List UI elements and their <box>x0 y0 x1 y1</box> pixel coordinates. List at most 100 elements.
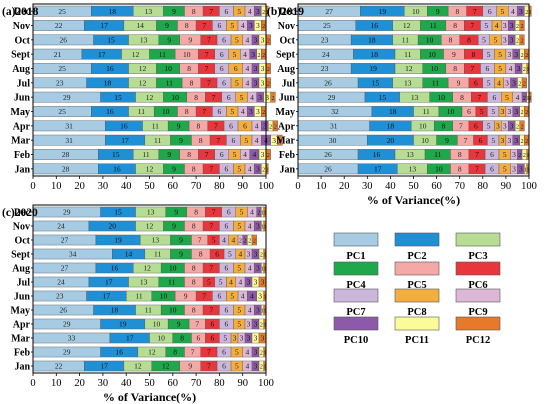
category-label: Sept <box>11 250 31 261</box>
data-label: 2 <box>523 81 526 87</box>
legend-label: PC12 <box>466 335 491 346</box>
data-label: 1 <box>524 167 527 173</box>
bar-segment <box>251 234 257 246</box>
data-label: 2 <box>262 53 265 59</box>
data-label: 3 <box>247 250 251 259</box>
data-label: 8 <box>199 250 203 259</box>
data-label: 11 <box>135 292 142 301</box>
data-label: 3 <box>501 107 505 116</box>
data-label: 8 <box>458 150 462 159</box>
data-label: 5 <box>223 334 227 343</box>
data-label: 3 <box>254 362 258 371</box>
data-label: 6 <box>488 7 492 16</box>
data-label: 25 <box>58 64 66 73</box>
data-label: 1 <box>526 67 529 73</box>
category-label: Oct <box>14 236 30 247</box>
data-label: 6 <box>225 164 229 173</box>
data-label: 16 <box>111 264 119 273</box>
data-label: 3 <box>272 136 276 145</box>
x-axis-label: % of Variance(%) <box>367 193 460 207</box>
data-label: 4 <box>243 150 247 159</box>
category-label: Nov <box>13 21 30 32</box>
data-label: 4 <box>250 93 254 102</box>
data-label: 9 <box>172 7 176 16</box>
data-label: 10 <box>169 264 177 273</box>
x-tick-label: 80 <box>214 181 225 192</box>
data-label: 4 <box>255 136 259 145</box>
legend-swatch <box>455 261 501 276</box>
data-label: 2 <box>258 211 261 217</box>
data-label: 1 <box>261 225 264 231</box>
data-label: 6 <box>225 306 229 315</box>
data-label: 3 <box>254 334 258 343</box>
data-label: 5 <box>230 292 234 301</box>
data-label: 12 <box>139 78 147 87</box>
data-label: 11 <box>154 250 161 259</box>
data-label: 28 <box>62 164 70 173</box>
data-label: 2 <box>523 96 526 102</box>
data-label: 13 <box>152 236 160 245</box>
data-label: 1 <box>261 267 264 273</box>
data-label: 10 <box>412 7 420 16</box>
panel-title: (b)2019 <box>267 6 304 18</box>
category-label: Apr <box>13 320 31 331</box>
data-label: 3 <box>519 164 523 173</box>
data-label: 2 <box>516 124 519 130</box>
data-label: 29 <box>63 208 71 217</box>
data-label: 2 <box>262 24 265 30</box>
data-label: 8 <box>185 21 189 30</box>
legend-label: PC4 <box>346 280 366 291</box>
data-label: 15 <box>372 78 380 87</box>
data-label: 10 <box>431 64 439 73</box>
data-label: 3 <box>510 121 514 130</box>
data-label: 21 <box>54 50 62 59</box>
data-label: 7 <box>195 320 199 329</box>
data-label: 2 <box>262 10 265 16</box>
data-label: 7 <box>475 150 479 159</box>
data-label: 29 <box>328 93 336 102</box>
data-label: 7 <box>207 35 211 44</box>
x-tick-label: 70 <box>454 181 465 192</box>
data-label: 7 <box>209 306 213 315</box>
data-label: 8 <box>442 121 446 130</box>
data-label: 1 <box>526 153 529 159</box>
data-label: 6 <box>220 150 224 159</box>
x-tick-label: 10 <box>51 181 62 192</box>
data-label: 8 <box>449 35 453 44</box>
legend-label: PC10 <box>344 335 369 346</box>
data-label: 6 <box>232 136 236 145</box>
data-label: 4 <box>245 35 249 44</box>
legend-label: PC2 <box>407 251 426 262</box>
category-label: Nov <box>13 222 30 233</box>
data-label: 3 <box>501 136 505 145</box>
data-label: 16 <box>373 150 381 159</box>
data-label: 1 <box>263 351 266 357</box>
data-label: 6 <box>225 222 229 231</box>
data-label: 3 <box>256 222 260 231</box>
data-label: 2 <box>267 67 270 73</box>
data-label: 3 <box>254 78 258 87</box>
data-label: 6 <box>220 64 224 73</box>
data-label: 11 <box>432 78 439 87</box>
data-label: 24 <box>57 222 65 231</box>
data-label: 3 <box>510 35 514 44</box>
legend-swatch <box>455 232 501 247</box>
data-label: 19 <box>379 7 387 16</box>
data-label: 4 <box>245 348 249 357</box>
data-label: 4 <box>232 236 236 245</box>
data-label: 2 <box>262 110 265 116</box>
data-label: 5 <box>233 150 237 159</box>
legend-label: PC8 <box>407 307 426 318</box>
data-label: 6 <box>225 7 229 16</box>
data-label: 8 <box>453 21 457 30</box>
data-label: 7 <box>202 21 206 30</box>
data-label: 11 <box>152 121 159 130</box>
data-label: 3 <box>514 50 518 59</box>
data-label: 6 <box>222 362 226 371</box>
data-label: 16 <box>106 107 114 116</box>
data-label: 3 <box>254 35 258 44</box>
data-label: 5 <box>237 306 241 315</box>
data-label: 7 <box>202 292 206 301</box>
data-label: 3 <box>261 78 265 87</box>
